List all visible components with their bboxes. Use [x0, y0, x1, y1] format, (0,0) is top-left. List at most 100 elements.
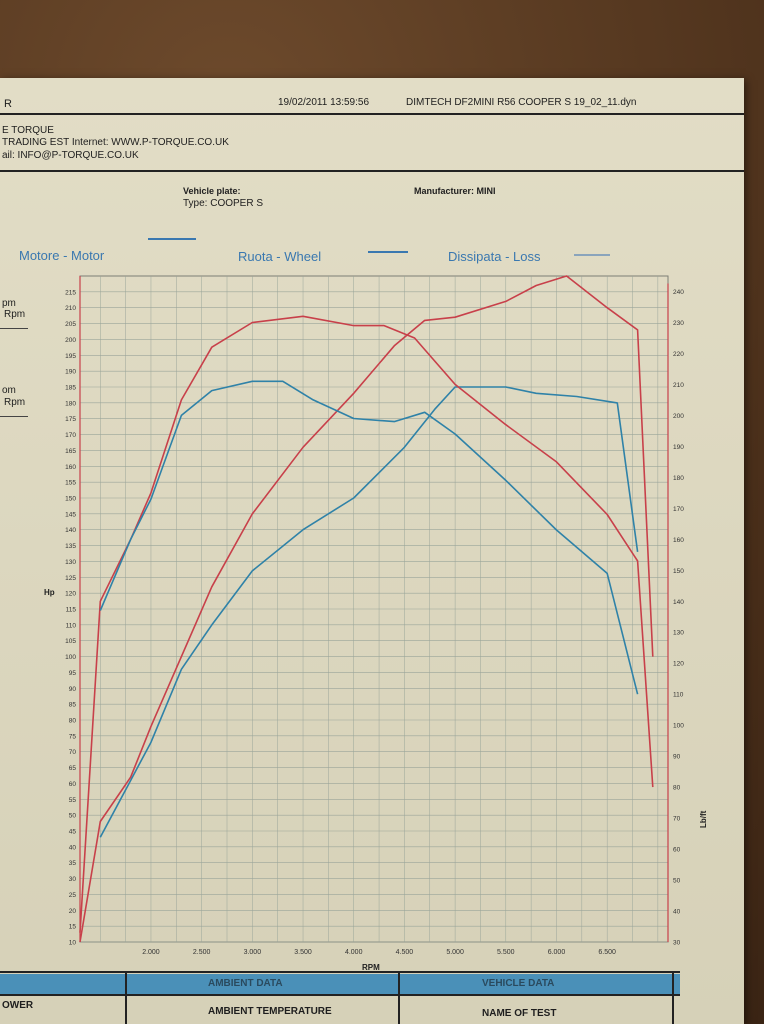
- y-tick-label: 165: [65, 448, 76, 455]
- footer-name-of-test: NAME OF TEST: [482, 1008, 557, 1019]
- y-tick-label: 175: [65, 416, 76, 423]
- y-tick-label: 85: [69, 702, 77, 709]
- y2-tick-label: 210: [673, 382, 684, 389]
- y-tick-label: 100: [65, 654, 76, 661]
- side-label-1: pm: [2, 298, 16, 309]
- y-tick-label: 110: [66, 622, 77, 629]
- dyno-printout-sheet: R 19/02/2011 13:59:56 DIMTECH DF2MINI R5…: [0, 78, 744, 1024]
- x-tick-label: 5.000: [446, 949, 464, 956]
- y-tick-label: 120: [65, 591, 76, 598]
- y-tick-label: 60: [69, 781, 77, 788]
- footer-col-divider-3: [672, 973, 674, 1024]
- footer-vehicle-data: VEHICLE DATA: [482, 978, 555, 989]
- side-divider-1: [0, 328, 28, 329]
- y2-tick-label: 50: [673, 878, 681, 885]
- header-datetime: 19/02/2011 13:59:56: [278, 97, 370, 108]
- company-line-3: ail: INFO@P-TORQUE.CO.UK: [2, 150, 139, 161]
- side-label-3: om: [2, 385, 16, 396]
- vehicle-plate-label: Vehicle plate:: [183, 186, 241, 196]
- y2-tick-label: 190: [673, 444, 684, 451]
- y-tick-label: 20: [69, 908, 77, 915]
- y2-tick-label: 140: [673, 599, 684, 606]
- y-tick-label: 190: [65, 369, 76, 376]
- y2-tick-label: 130: [673, 630, 684, 637]
- y-tick-label: 10: [69, 940, 77, 947]
- footer-col-divider-1: [125, 973, 127, 1024]
- footer-header-bar: [0, 974, 680, 994]
- x-tick-label: 5.500: [497, 949, 515, 956]
- y-tick-label: 170: [65, 432, 76, 439]
- side-label-2: Rpm: [4, 309, 26, 320]
- company-line-1: E TORQUE: [2, 125, 54, 136]
- x-axis-title: RPM: [362, 963, 380, 972]
- y-tick-label: 75: [69, 733, 77, 740]
- y2-tick-label: 110: [673, 692, 684, 699]
- x-tick-label: 3.500: [294, 949, 312, 956]
- y-tick-label: 105: [65, 638, 76, 645]
- y-tick-label: 65: [69, 765, 77, 772]
- y2-tick-label: 160: [673, 537, 684, 544]
- y2-tick-label: 150: [673, 568, 684, 575]
- y-tick-label: 130: [65, 559, 76, 566]
- side-label-4: Rpm: [4, 397, 26, 408]
- x-tick-label: 6.500: [598, 949, 616, 956]
- y-tick-label: 115: [66, 607, 77, 614]
- y2-tick-label: 240: [673, 289, 684, 296]
- red-power-curve: [79, 275, 654, 943]
- y-tick-label: 135: [65, 543, 76, 550]
- y2-tick-label: 220: [673, 351, 684, 358]
- y-tick-label: 155: [65, 480, 76, 487]
- y-tick-label: 185: [65, 385, 76, 392]
- y-tick-label: 195: [65, 353, 76, 360]
- y-tick-label: 90: [69, 686, 77, 693]
- y-tick-label: 25: [69, 892, 77, 899]
- blue-torque-curve: [99, 380, 639, 695]
- y-axis-title: Hp: [44, 588, 55, 597]
- y-tick-label: 200: [65, 337, 76, 344]
- y2-tick-label: 120: [673, 661, 684, 668]
- y2-tick-label: 80: [673, 785, 681, 792]
- vehicle-type-label: Type: COOPER S: [183, 198, 264, 209]
- chart-series: [79, 275, 654, 943]
- y-tick-label: 45: [69, 829, 77, 836]
- y2-tick-label: 100: [673, 723, 684, 730]
- legend-line-motor: [148, 238, 196, 240]
- x-tick-label: 2.500: [193, 949, 211, 956]
- y-tick-label: 180: [65, 400, 76, 407]
- x-tick-label: 4.500: [396, 949, 414, 956]
- y-tick-label: 55: [69, 797, 77, 804]
- legend-loss: Dissipata - Loss: [448, 249, 541, 264]
- y-tick-label: 205: [65, 321, 76, 328]
- y2-tick-label: 90: [673, 754, 681, 761]
- y-tick-label: 35: [69, 860, 77, 867]
- chart-grid: [79, 275, 669, 943]
- footer-ambient-data: AMBIENT DATA: [208, 978, 283, 989]
- y-tick-label: 40: [69, 844, 77, 851]
- y-tick-label: 150: [65, 496, 76, 503]
- x-tick-label: 3.000: [244, 949, 262, 956]
- y-tick-label: 15: [69, 924, 77, 931]
- footer-ambient-temperature: AMBIENT TEMPERATURE: [208, 1006, 332, 1017]
- y-tick-label: 215: [65, 289, 76, 296]
- manufacturer-label: Manufacturer: MINI: [414, 186, 496, 196]
- blue-power-curve: [99, 386, 639, 838]
- y-tick-label: 160: [65, 464, 76, 471]
- y-tick-label: 50: [69, 813, 77, 820]
- y-tick-label: 125: [65, 575, 76, 582]
- x-tick-label: 2.000: [142, 949, 160, 956]
- side-divider-2: [0, 416, 28, 417]
- y2-tick-label: 170: [673, 506, 684, 513]
- header-left-letter: R: [4, 98, 12, 110]
- y2-axis-title: Lb/ft: [699, 810, 708, 828]
- y2-tick-label: 40: [673, 909, 681, 916]
- x-tick-label: 4.000: [345, 949, 363, 956]
- header-rule-bottom: [0, 170, 744, 172]
- y2-tick-label: 70: [673, 816, 681, 823]
- chart-axes: 10 15 20 25 30 35 40 45 50 55 60 65 70 75 80 85 90 95 100 1…: [65, 276, 684, 956]
- header-rule-top: [0, 113, 744, 115]
- y-tick-label: 210: [65, 305, 76, 312]
- company-line-2: TRADING EST Internet: WWW.P-TORQUE.CO.UK: [2, 137, 229, 148]
- y-tick-label: 80: [69, 718, 77, 725]
- y2-tick-label: 60: [673, 847, 681, 854]
- footer-power-label: OWER: [2, 1000, 34, 1011]
